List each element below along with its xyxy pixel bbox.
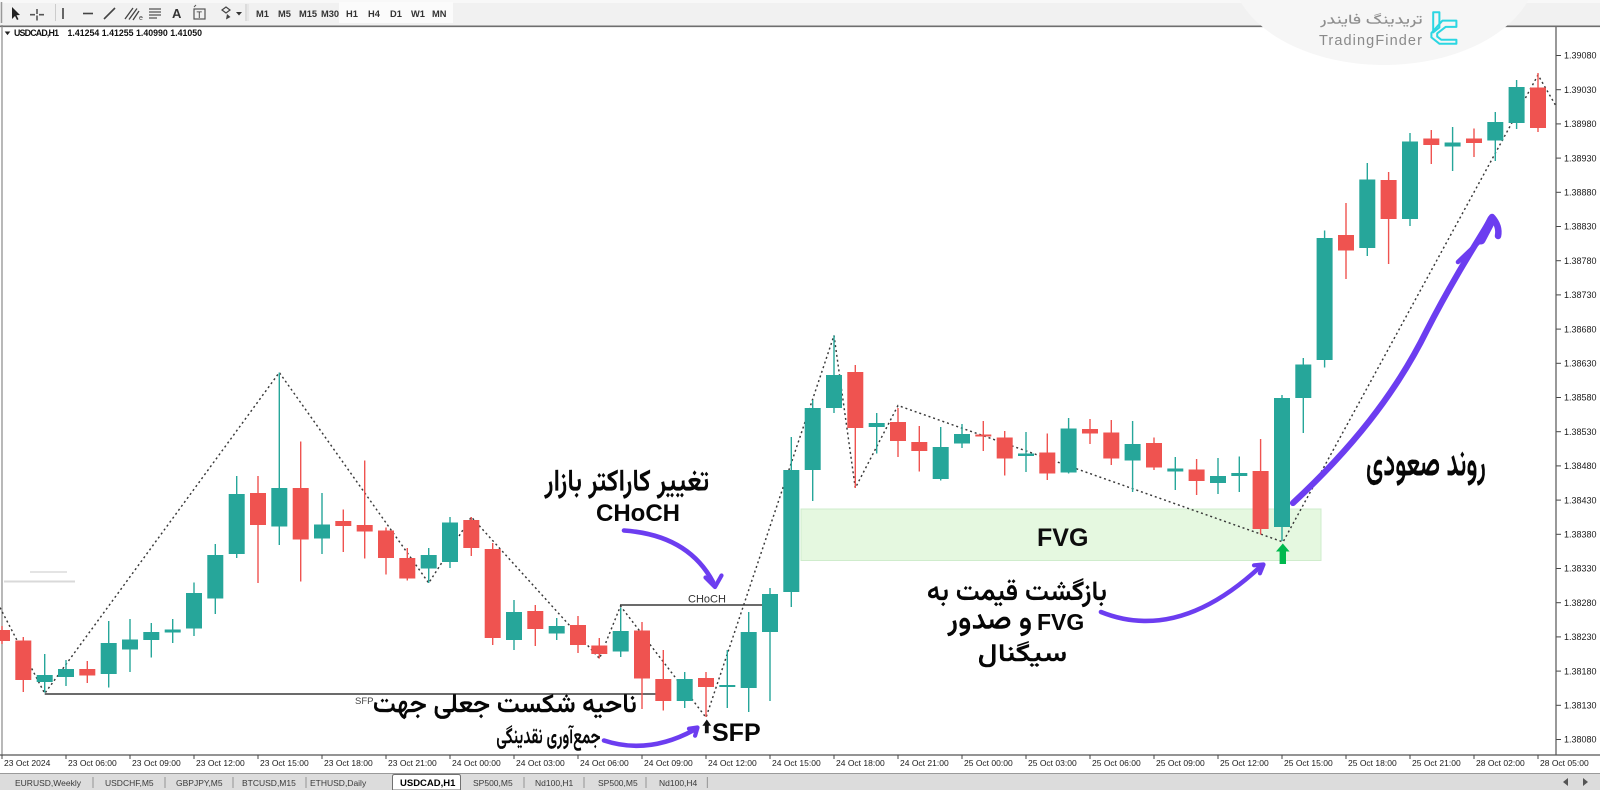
svg-text:USDCAD,H1: USDCAD,H1 xyxy=(14,28,59,38)
svg-text:1.38180: 1.38180 xyxy=(1564,666,1597,676)
svg-text:23 Oct 15:00: 23 Oct 15:00 xyxy=(260,758,309,768)
svg-text:1.38230: 1.38230 xyxy=(1564,632,1597,642)
svg-text:24 Oct 09:00: 24 Oct 09:00 xyxy=(644,758,693,768)
svg-text:CHoCH: CHoCH xyxy=(688,594,726,606)
svg-text:23 Oct 21:00: 23 Oct 21:00 xyxy=(388,758,437,768)
svg-text:USDCAD,H1: USDCAD,H1 xyxy=(400,778,456,789)
svg-text:SP500,M5: SP500,M5 xyxy=(598,778,638,788)
svg-text:28 Oct 02:00: 28 Oct 02:00 xyxy=(1476,758,1525,768)
svg-text:24 Oct 12:00: 24 Oct 12:00 xyxy=(708,758,757,768)
svg-text:24 Oct 18:00: 24 Oct 18:00 xyxy=(836,758,885,768)
svg-text:25 Oct 09:00: 25 Oct 09:00 xyxy=(1156,758,1205,768)
svg-text:USDCHF,M5: USDCHF,M5 xyxy=(105,778,154,788)
svg-text:BTCUSD,M15: BTCUSD,M15 xyxy=(242,778,296,788)
svg-text:1.38080: 1.38080 xyxy=(1564,735,1597,745)
svg-text:W1: W1 xyxy=(411,9,425,19)
svg-text:D1: D1 xyxy=(390,9,402,19)
svg-text:23 Oct 2024: 23 Oct 2024 xyxy=(4,758,51,768)
svg-text:H1: H1 xyxy=(346,9,358,19)
svg-text:H4: H4 xyxy=(368,9,381,19)
svg-text:1.38830: 1.38830 xyxy=(1564,222,1597,232)
svg-text:28 Oct 05:00: 28 Oct 05:00 xyxy=(1540,758,1589,768)
svg-text:M15: M15 xyxy=(299,9,317,19)
svg-text:SP500,M5: SP500,M5 xyxy=(473,778,513,788)
svg-text:EURUSD,Weekly: EURUSD,Weekly xyxy=(15,778,82,788)
svg-text:1.38530: 1.38530 xyxy=(1564,427,1597,437)
svg-text:CHoCH: CHoCH xyxy=(596,500,680,527)
svg-text:FVG: FVG xyxy=(1037,609,1084,635)
svg-text:1.38880: 1.38880 xyxy=(1564,188,1597,198)
svg-text:24 Oct 00:00: 24 Oct 00:00 xyxy=(452,758,501,768)
svg-text:TradingFinder: TradingFinder xyxy=(1319,33,1423,49)
svg-text:24 Oct 15:00: 24 Oct 15:00 xyxy=(772,758,821,768)
svg-text:FVG: FVG xyxy=(1037,524,1088,552)
svg-text:1.38280: 1.38280 xyxy=(1564,598,1597,608)
svg-text:24 Oct 03:00: 24 Oct 03:00 xyxy=(516,758,565,768)
svg-text:1.38580: 1.38580 xyxy=(1564,393,1597,403)
svg-text:1.38780: 1.38780 xyxy=(1564,256,1597,266)
svg-text:T: T xyxy=(197,10,203,20)
svg-text:A: A xyxy=(172,6,182,21)
svg-text:25 Oct 21:00: 25 Oct 21:00 xyxy=(1412,758,1461,768)
svg-text:1.39030: 1.39030 xyxy=(1564,85,1597,95)
svg-text:1.38130: 1.38130 xyxy=(1564,701,1597,711)
svg-text:1.38430: 1.38430 xyxy=(1564,495,1597,505)
svg-text:23 Oct 09:00: 23 Oct 09:00 xyxy=(132,758,181,768)
svg-text:1.38930: 1.38930 xyxy=(1564,153,1597,163)
svg-text:Nd100,H4: Nd100,H4 xyxy=(659,778,698,788)
svg-text:25 Oct 00:00: 25 Oct 00:00 xyxy=(964,758,1013,768)
svg-text:e: e xyxy=(139,15,143,22)
svg-text:1.38330: 1.38330 xyxy=(1564,564,1597,574)
svg-text:24 Oct 21:00: 24 Oct 21:00 xyxy=(900,758,949,768)
svg-text:25 Oct 15:00: 25 Oct 15:00 xyxy=(1284,758,1333,768)
svg-text:24 Oct 06:00: 24 Oct 06:00 xyxy=(580,758,629,768)
svg-text:23 Oct 12:00: 23 Oct 12:00 xyxy=(196,758,245,768)
svg-text:23 Oct 18:00: 23 Oct 18:00 xyxy=(324,758,373,768)
svg-text:Nd100,H1: Nd100,H1 xyxy=(535,778,574,788)
svg-text:25 Oct 06:00: 25 Oct 06:00 xyxy=(1092,758,1141,768)
svg-text:MN: MN xyxy=(432,9,447,19)
svg-text:M30: M30 xyxy=(321,9,339,19)
svg-text:SFP: SFP xyxy=(712,719,761,747)
svg-text:23 Oct 06:00: 23 Oct 06:00 xyxy=(68,758,117,768)
svg-text:1.38630: 1.38630 xyxy=(1564,359,1597,369)
svg-text:1.38980: 1.38980 xyxy=(1564,119,1597,129)
svg-text:ETHUSD,Daily: ETHUSD,Daily xyxy=(310,778,367,788)
svg-text:SFP: SFP xyxy=(355,696,373,707)
svg-text:M5: M5 xyxy=(278,9,291,19)
svg-text:1.38480: 1.38480 xyxy=(1564,461,1597,471)
svg-text:1.38680: 1.38680 xyxy=(1564,324,1597,334)
svg-text:1.41254 1.41255 1.40990 1.4105: 1.41254 1.41255 1.40990 1.41050 xyxy=(68,28,203,38)
svg-text:M1: M1 xyxy=(256,9,269,19)
svg-text:25 Oct 12:00: 25 Oct 12:00 xyxy=(1220,758,1269,768)
svg-text:1.39080: 1.39080 xyxy=(1564,51,1597,61)
svg-text:25 Oct 18:00: 25 Oct 18:00 xyxy=(1348,758,1397,768)
svg-text:25 Oct 03:00: 25 Oct 03:00 xyxy=(1028,758,1077,768)
svg-text:1.38730: 1.38730 xyxy=(1564,290,1597,300)
svg-text:1.38380: 1.38380 xyxy=(1564,530,1597,540)
svg-text:GBPJPY,M5: GBPJPY,M5 xyxy=(176,778,223,788)
